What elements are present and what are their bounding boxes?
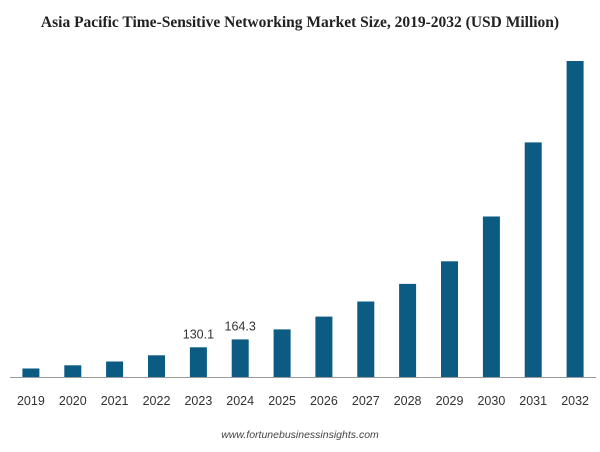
source-footer: www.fortunebusinessinsights.com xyxy=(221,429,379,441)
x-tick-label-2032: 2032 xyxy=(561,394,589,408)
x-tick-label-2020: 2020 xyxy=(59,394,87,408)
x-tick-label-2028: 2028 xyxy=(394,394,422,408)
x-tick-label-2029: 2029 xyxy=(436,394,464,408)
x-tick-label-2026: 2026 xyxy=(310,394,338,408)
x-tick-label-2023: 2023 xyxy=(184,394,212,408)
chart-title: Asia Pacific Time-Sensitive Networking M… xyxy=(40,14,560,31)
bar-2023 xyxy=(189,347,207,377)
bar-2027 xyxy=(357,301,375,377)
x-tick-label-2031: 2031 xyxy=(519,394,547,408)
bar-2031 xyxy=(524,142,542,377)
x-tick-label-2022: 2022 xyxy=(143,394,171,408)
x-tick-label-2027: 2027 xyxy=(352,394,380,408)
x-tick-label-2024: 2024 xyxy=(226,394,254,408)
bar-2028 xyxy=(399,283,417,377)
bar-2019 xyxy=(22,368,40,377)
bar-2021 xyxy=(106,361,124,377)
x-tick-label-2019: 2019 xyxy=(17,394,45,408)
data-label-2023: 130.1 xyxy=(183,327,214,341)
x-tick-label-2030: 2030 xyxy=(477,394,505,408)
x-tick-label-2021: 2021 xyxy=(101,394,129,408)
bar-2022 xyxy=(148,355,165,377)
x-tick-label-2025: 2025 xyxy=(268,394,296,408)
data-labels: 130.1 164.3 xyxy=(183,319,256,341)
bar-2032 xyxy=(566,61,584,377)
bars-group xyxy=(22,61,584,377)
bar-2030 xyxy=(482,216,500,377)
bar-2024 xyxy=(231,339,249,377)
x-tick-labels: 2019 2020 2021 2022 2023 2024 2025 2026 2027 2028… xyxy=(17,394,589,408)
bar-2020 xyxy=(64,365,82,377)
bar-2029 xyxy=(441,261,458,377)
data-label-2024: 164.3 xyxy=(225,319,256,333)
bar-2025 xyxy=(273,329,291,377)
bar-2026 xyxy=(315,316,333,377)
